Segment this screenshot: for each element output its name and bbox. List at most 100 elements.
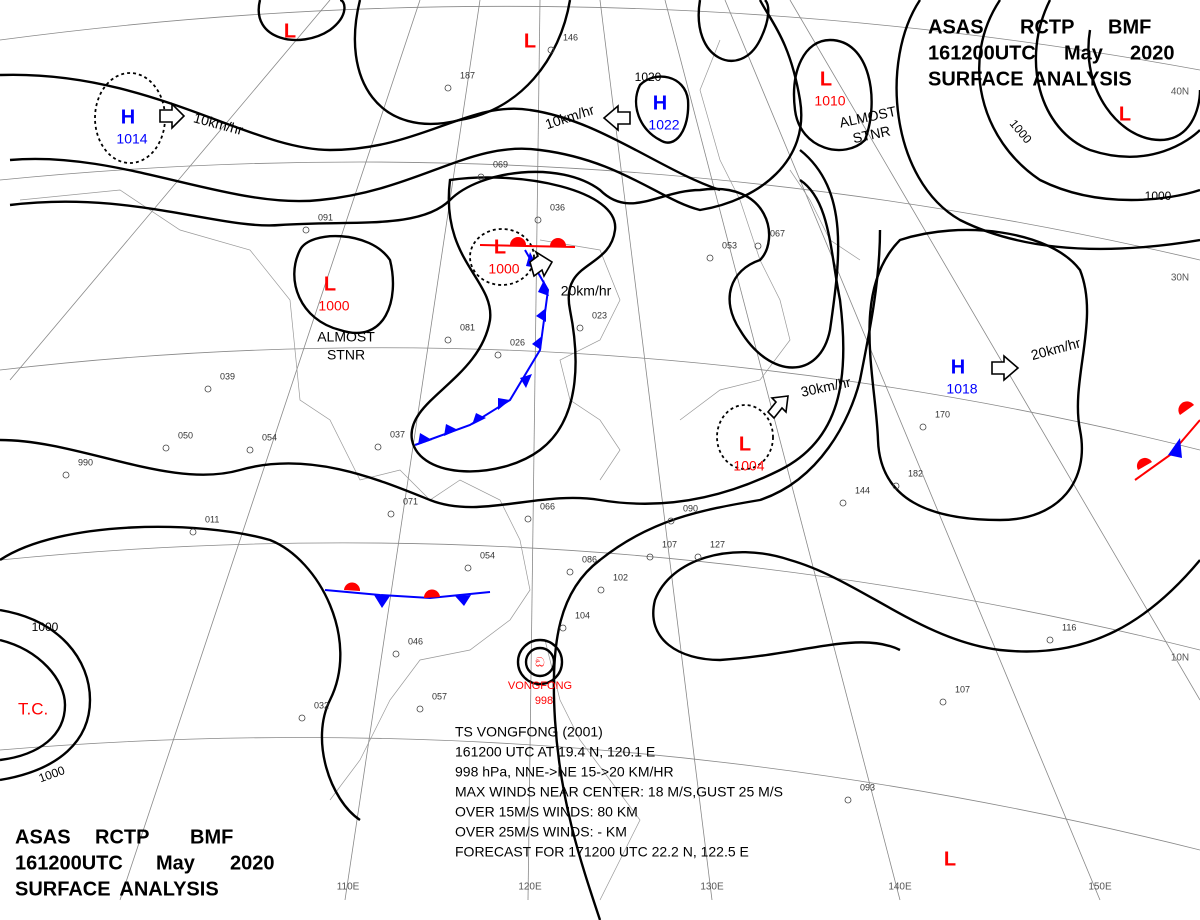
station-marker xyxy=(844,796,852,804)
isobar xyxy=(895,0,1200,251)
isobar-label: 1020 xyxy=(635,70,662,84)
bulletin-line: OVER 25M/S WINDS: - KM xyxy=(455,824,627,840)
fronts xyxy=(324,237,1200,608)
station-marker xyxy=(534,216,542,224)
header-month: May xyxy=(156,852,196,874)
grid-label: 150E xyxy=(1088,882,1112,893)
station-pressure: 081 xyxy=(460,322,475,332)
center-symbol: L xyxy=(494,236,506,258)
isobar xyxy=(792,38,873,152)
front-symbol xyxy=(472,413,486,425)
stationary-front xyxy=(324,589,491,600)
bulletin-line: OVER 15M/S WINDS: 80 KM xyxy=(455,804,638,820)
meridian xyxy=(344,0,481,901)
center-symbol: L xyxy=(284,20,296,42)
isobar xyxy=(353,0,572,126)
parallel xyxy=(0,347,1200,451)
motion-arrows xyxy=(159,102,1020,420)
header-year: 2020 xyxy=(230,852,275,874)
typhoon-isobar xyxy=(524,646,556,678)
front-symbol xyxy=(550,238,566,246)
station-pressure: 071 xyxy=(403,496,418,506)
station-pressure: 187 xyxy=(460,70,475,80)
station-marker xyxy=(392,650,400,658)
warm-front xyxy=(479,244,576,248)
station-pressure: 144 xyxy=(855,485,870,495)
grid-label: 130E xyxy=(700,882,724,893)
bulletin-line: 161200 UTC AT 19.4 N, 120.1 E xyxy=(455,744,655,760)
header-station: RCTP xyxy=(95,826,149,848)
station-pressure: 104 xyxy=(575,610,590,620)
coastline xyxy=(679,39,791,421)
grid-label: 110E xyxy=(337,882,360,893)
front-symbol xyxy=(1168,438,1182,458)
station-marker xyxy=(374,443,382,451)
station-pressure: 990 xyxy=(78,457,93,467)
station-pressure: 054 xyxy=(262,432,277,442)
center-symbol: L xyxy=(1119,103,1131,125)
station-pressure: 011 xyxy=(205,514,219,524)
meridian xyxy=(119,0,421,901)
front-symbol xyxy=(455,595,471,606)
station-marker xyxy=(387,510,395,518)
front-symbol xyxy=(510,237,526,245)
motion-label: 20km/hr xyxy=(561,283,612,299)
coastline xyxy=(539,239,621,481)
isobar xyxy=(0,638,67,762)
isobar xyxy=(552,229,882,920)
station-marker xyxy=(559,624,567,632)
center-symbol: L xyxy=(820,68,832,90)
isobar xyxy=(868,228,1089,522)
labels: ASAS RCTP BMF 161200UTC May 2020 SURFACE… xyxy=(15,16,1189,900)
station-marker xyxy=(754,242,762,250)
dashed-isobar xyxy=(716,404,774,470)
station-marker xyxy=(1046,636,1054,644)
isobar xyxy=(0,608,92,782)
station-marker xyxy=(204,385,212,393)
stationary-label: ALMOST xyxy=(317,329,375,345)
bulletin-line: 998 hPa, NNE->NE 15->20 KM/HR xyxy=(455,764,674,780)
front-symbol xyxy=(444,424,458,436)
station-marker xyxy=(298,714,306,722)
center-pressure: 1004 xyxy=(733,458,764,474)
grid-label: 40N xyxy=(1171,87,1189,98)
meridian xyxy=(724,0,1101,901)
header-station: RCTP xyxy=(1020,16,1074,38)
station-pressure: 066 xyxy=(540,501,555,511)
isobar xyxy=(1034,0,1200,158)
isobar xyxy=(634,75,690,144)
typhoon-name: VONGFONG xyxy=(508,680,572,692)
center-pressure: 1014 xyxy=(116,131,147,147)
coastline xyxy=(789,169,861,261)
typhoon-symbol: ඞ xyxy=(535,654,545,669)
station-marker xyxy=(694,553,702,561)
header-code: BMF xyxy=(1108,16,1151,38)
station-marker xyxy=(189,528,197,536)
station-pressure: 091 xyxy=(318,212,333,222)
header-agency: ASAS xyxy=(15,826,71,848)
isobar xyxy=(0,179,845,509)
station-marker xyxy=(597,586,605,594)
station-pressure: 127 xyxy=(710,539,725,549)
center-symbol: H xyxy=(121,106,135,128)
header-code: BMF xyxy=(190,826,233,848)
stationary-label: STNR xyxy=(851,123,892,147)
station-marker xyxy=(892,482,900,490)
station-pressure: 069 xyxy=(493,159,508,169)
station-pressure: 182 xyxy=(908,468,923,478)
motion-arrow xyxy=(529,249,554,278)
coastline xyxy=(19,189,531,801)
front-symbol xyxy=(344,582,361,591)
center-pressure: 1000 xyxy=(488,261,519,277)
station-pressure: 170 xyxy=(935,409,950,419)
tc-label: T.C. xyxy=(18,699,48,718)
station-pressure: 057 xyxy=(432,691,447,701)
station-marker xyxy=(919,423,927,431)
grid-label: 120E xyxy=(518,882,542,893)
station-marker xyxy=(566,568,574,576)
isobar xyxy=(0,525,361,821)
parallel xyxy=(0,161,1200,261)
meridian xyxy=(664,0,901,901)
header-year: 2020 xyxy=(1130,42,1175,64)
